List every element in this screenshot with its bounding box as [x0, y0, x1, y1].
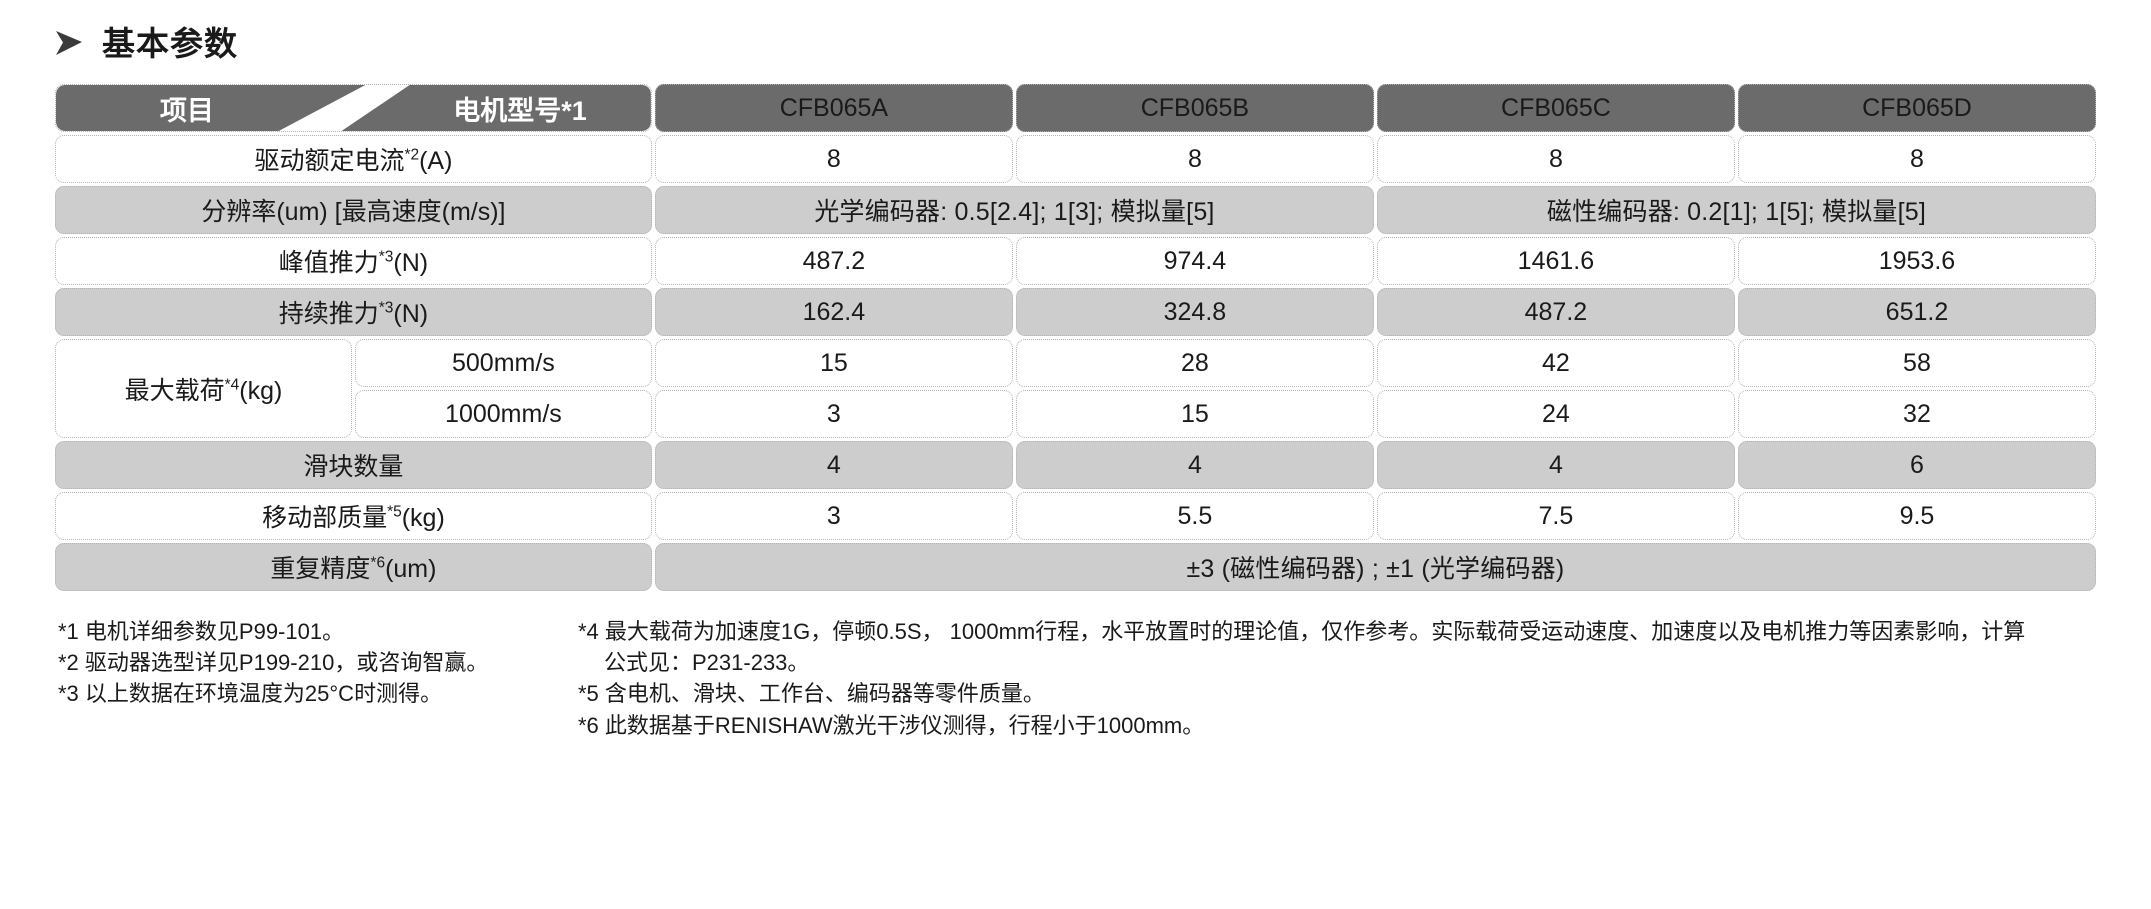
cell-rated-current-a: 8	[654, 135, 1013, 183]
spec-table: 项目 电机型号*1 CFB065A CFB065B CFB065C CFB065…	[52, 81, 2099, 594]
cell-max-load-500-d: 58	[1737, 339, 2096, 387]
label-superscript: *5	[387, 503, 402, 521]
label-superscript: *2	[404, 146, 420, 164]
label-text: 重复精度	[270, 555, 371, 583]
sub-label-speed-1000: 1000mm/s	[354, 390, 652, 438]
table-row-continuous-thrust: 持续推力*3(N) 162.4 324.8 487.2 651.2	[55, 288, 2096, 336]
cell-continuous-thrust-b: 324.8	[1015, 288, 1374, 336]
label-unit: (N)	[393, 300, 429, 328]
cell-max-load-500-a: 15	[654, 339, 1013, 387]
footnote-3: *3 以上数据在环境温度为25°C时测得。	[58, 681, 443, 707]
cell-peak-thrust-a: 487.2	[654, 237, 1013, 285]
table-row-rated-current: 驱动额定电流*2(A) 8 8 8 8	[55, 135, 2096, 183]
cell-max-load-500-b: 28	[1015, 339, 1374, 387]
cell-rated-current-c: 8	[1376, 135, 1735, 183]
footnote-4-continued: 公式见：P231-233。	[604, 650, 810, 676]
label-unit: (kg)	[239, 376, 283, 405]
cell-slider-count-a: 4	[654, 441, 1013, 489]
cell-max-load-1000-a: 3	[654, 390, 1013, 438]
table-row-moving-mass: 移动部质量*5(kg) 3 5.5 7.5 9.5	[55, 492, 2096, 540]
table-row-repeatability: 重复精度*6(um) ±3 (磁性编码器) ; ±1 (光学编码器)	[55, 543, 2096, 591]
table-row-resolution: 分辨率(um) [最高速度(m/s)] 光学编码器: 0.5[2.4]; 1[3…	[55, 186, 2096, 234]
cell-moving-mass-b: 5.5	[1015, 492, 1374, 540]
cell-slider-count-d: 6	[1737, 441, 2096, 489]
cell-peak-thrust-c: 1461.6	[1376, 237, 1735, 285]
cell-repeatability-all: ±3 (磁性编码器) ; ±1 (光学编码器)	[654, 543, 2096, 591]
cell-slider-count-b: 4	[1015, 441, 1374, 489]
cell-continuous-thrust-c: 487.2	[1376, 288, 1735, 336]
cell-max-load-1000-d: 32	[1737, 390, 2096, 438]
label-text: 最大载荷	[124, 376, 225, 405]
cell-moving-mass-c: 7.5	[1376, 492, 1735, 540]
diagonal-split-cell: 项目 电机型号*1	[56, 85, 651, 131]
header-model-label: 电机型号*1	[341, 85, 651, 131]
row-label-slider-count: 滑块数量	[55, 441, 652, 489]
header-item-model-split: 项目 电机型号*1	[55, 84, 652, 132]
header-item-label: 项目	[56, 85, 366, 131]
footnotes-right-column: *4 最大载荷为加速度1G，停顿0.5S， 1000mm行程，水平放置时的理论值…	[548, 616, 2099, 741]
label-superscript: *3	[378, 299, 394, 317]
cell-max-load-500-c: 42	[1376, 339, 1735, 387]
label-unit: (A)	[419, 147, 453, 175]
row-label-max-load: 最大载荷*4(kg)	[55, 339, 352, 438]
label-unit: (um)	[385, 555, 437, 583]
header-model-b: CFB065B	[1015, 84, 1374, 132]
cell-rated-current-b: 8	[1015, 135, 1374, 183]
row-label-resolution: 分辨率(um) [最高速度(m/s)]	[55, 186, 652, 234]
cell-resolution-magnetic: 磁性编码器: 0.2[1]; 1[5]; 模拟量[5]	[1376, 186, 2096, 234]
cell-peak-thrust-d: 1953.6	[1737, 237, 2096, 285]
cell-max-load-1000-c: 24	[1376, 390, 1735, 438]
label-superscript: *3	[378, 248, 394, 266]
cell-continuous-thrust-a: 162.4	[654, 288, 1013, 336]
cell-continuous-thrust-d: 651.2	[1737, 288, 2096, 336]
cell-peak-thrust-b: 974.4	[1015, 237, 1374, 285]
section-heading: 基本参数	[52, 0, 2099, 60]
page-title: 基本参数	[102, 24, 238, 62]
footnote-1: *1 电机详细参数见P99-101。	[58, 619, 345, 644]
row-label-peak-thrust: 峰值推力*3(N)	[55, 237, 652, 285]
footnotes-left-column: *1 电机详细参数见P99-101。 *2 驱动器选型详见P199-210，或咨…	[58, 616, 548, 710]
header-model-d: CFB065D	[1737, 84, 2096, 132]
table-row-slider-count: 滑块数量 4 4 4 6	[55, 441, 2096, 489]
footnotes: *1 电机详细参数见P99-101。 *2 驱动器选型详见P199-210，或咨…	[52, 616, 2099, 741]
table-row-peak-thrust: 峰值推力*3(N) 487.2 974.4 1461.6 1953.6	[55, 237, 2096, 285]
cell-moving-mass-d: 9.5	[1737, 492, 2096, 540]
cell-resolution-optical: 光学编码器: 0.5[2.4]; 1[3]; 模拟量[5]	[654, 186, 1374, 234]
table-row-max-load-500: 最大载荷*4(kg) 500mm/s 15 28 42 58	[55, 339, 2096, 438]
cell-slider-count-c: 4	[1376, 441, 1735, 489]
label-superscript: *4	[224, 376, 240, 394]
label-text: 驱动额定电流	[254, 147, 405, 175]
label-unit: (N)	[393, 249, 429, 277]
label-text: 峰值推力	[278, 249, 379, 277]
row-label-moving-mass: 移动部质量*5(kg)	[55, 492, 652, 540]
triangle-right-icon	[56, 31, 82, 55]
footnote-5: *5 含电机、滑块、工作台、编码器等零件质量。	[578, 681, 1045, 707]
sub-label-speed-500: 500mm/s	[354, 339, 652, 387]
label-text: 持续推力	[278, 300, 379, 328]
cell-max-load-1000-b: 15	[1015, 390, 1374, 438]
table-header-row: 项目 电机型号*1 CFB065A CFB065B CFB065C CFB065…	[55, 84, 2096, 132]
label-superscript: *6	[370, 554, 386, 572]
row-label-repeatability: 重复精度*6(um)	[55, 543, 652, 591]
cell-moving-mass-a: 3	[654, 492, 1013, 540]
header-model-a: CFB065A	[654, 84, 1013, 132]
footnote-4: *4 最大载荷为加速度1G，停顿0.5S， 1000mm行程，水平放置时的理论值…	[578, 619, 2026, 644]
row-label-rated-current: 驱动额定电流*2(A)	[55, 135, 652, 183]
table-row-max-load-1000: 1000mm/s 3 15 24 32	[55, 390, 2096, 438]
header-model-c: CFB065C	[1376, 84, 1735, 132]
label-unit: (kg)	[401, 504, 445, 532]
label-text: 移动部质量	[262, 504, 388, 532]
row-label-continuous-thrust: 持续推力*3(N)	[55, 288, 652, 336]
footnote-2: *2 驱动器选型详见P199-210，或咨询智赢。	[58, 650, 489, 676]
footnote-6: *6 此数据基于RENISHAW激光干涉仪测得，行程小于1000mm。	[578, 712, 1205, 738]
cell-rated-current-d: 8	[1737, 135, 2096, 183]
